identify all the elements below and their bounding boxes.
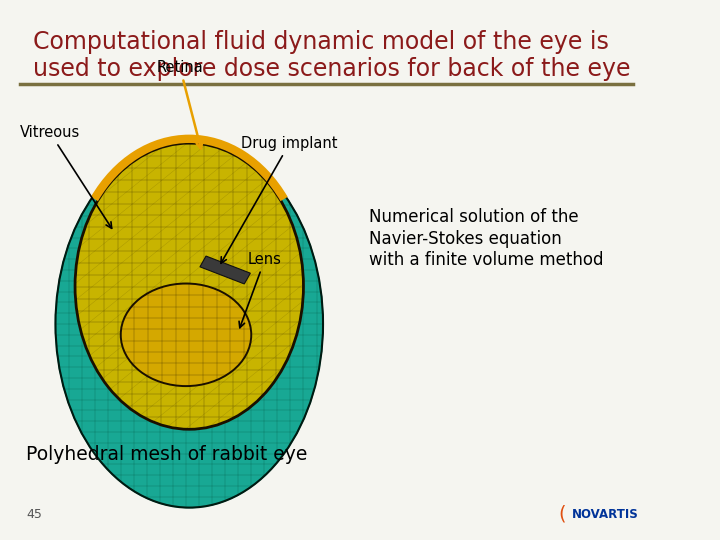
Text: Numerical solution of the: Numerical solution of the [369,208,578,226]
Polygon shape [200,256,251,284]
Text: Polyhedral mesh of rabbit eye: Polyhedral mesh of rabbit eye [26,446,307,464]
Ellipse shape [75,143,303,429]
Text: NOVARTIS: NOVARTIS [572,508,639,521]
Text: used to explore dose scenarios for back of the eye: used to explore dose scenarios for back … [32,57,630,80]
Text: (: ( [558,505,565,524]
Text: with a finite volume method: with a finite volume method [369,251,603,269]
Text: Navier-Stokes equation: Navier-Stokes equation [369,230,562,247]
Text: 45: 45 [26,508,42,521]
Text: Retina: Retina [157,60,203,148]
Ellipse shape [55,140,323,508]
Text: Drug implant: Drug implant [221,136,338,264]
Text: Computational fluid dynamic model of the eye is: Computational fluid dynamic model of the… [32,30,608,53]
Text: Lens: Lens [239,252,282,328]
Ellipse shape [121,284,251,386]
Text: Vitreous: Vitreous [19,125,112,228]
